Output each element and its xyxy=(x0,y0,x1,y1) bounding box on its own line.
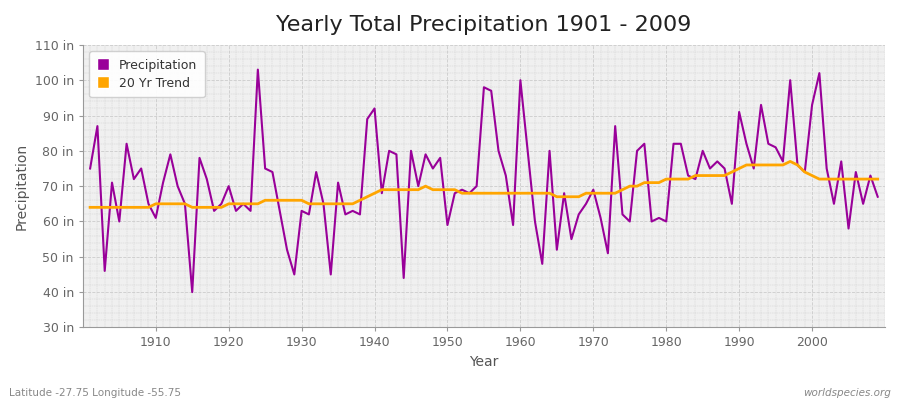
Precipitation xyxy=(85,166,95,171)
20 Yr Trend xyxy=(303,202,314,206)
20 Yr Trend xyxy=(508,191,518,196)
20 Yr Trend xyxy=(85,205,95,210)
Precipitation xyxy=(362,117,373,122)
20 Yr Trend xyxy=(143,205,154,210)
Text: worldspecies.org: worldspecies.org xyxy=(803,388,891,398)
20 Yr Trend xyxy=(347,202,358,206)
Precipitation xyxy=(143,202,154,206)
Precipitation xyxy=(522,148,533,153)
Precipitation xyxy=(529,219,540,224)
Precipitation xyxy=(187,290,198,294)
20 Yr Trend xyxy=(602,191,613,196)
Precipitation xyxy=(872,194,883,199)
Precipitation xyxy=(318,202,328,206)
Legend: Precipitation, 20 Yr Trend: Precipitation, 20 Yr Trend xyxy=(89,51,205,97)
20 Yr Trend xyxy=(872,177,883,182)
Title: Yearly Total Precipitation 1901 - 2009: Yearly Total Precipitation 1901 - 2009 xyxy=(276,15,691,35)
20 Yr Trend xyxy=(785,159,796,164)
Line: Precipitation: Precipitation xyxy=(90,70,878,292)
Precipitation xyxy=(617,212,628,217)
Precipitation xyxy=(253,67,264,72)
Y-axis label: Precipitation: Precipitation xyxy=(15,142,29,230)
X-axis label: Year: Year xyxy=(469,355,499,369)
Text: Latitude -27.75 Longitude -55.75: Latitude -27.75 Longitude -55.75 xyxy=(9,388,181,398)
20 Yr Trend xyxy=(515,191,526,196)
Line: 20 Yr Trend: 20 Yr Trend xyxy=(90,162,878,207)
